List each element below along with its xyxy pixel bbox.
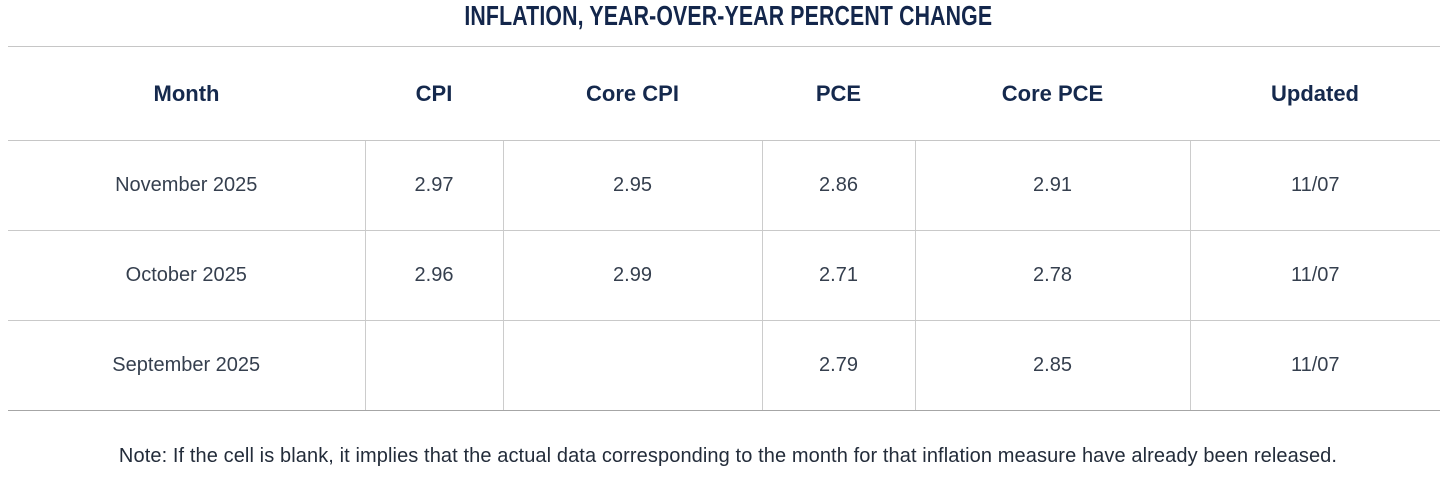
cpi-cell-blank bbox=[364, 320, 503, 411]
core-pce-cell: 2.91 bbox=[914, 140, 1190, 231]
page-title: INFLATION, YEAR-OVER-YEAR PERCENT CHANGE bbox=[464, 0, 992, 31]
core-pce-cell: 2.85 bbox=[914, 320, 1190, 411]
updated-cell: 11/07 bbox=[1189, 230, 1440, 321]
core-cpi-cell: 2.95 bbox=[502, 140, 762, 231]
title-row: INFLATION, YEAR-OVER-YEAR PERCENT CHANGE bbox=[0, 0, 1456, 46]
pce-cell: 2.79 bbox=[761, 320, 915, 411]
core-pce-cell: 2.78 bbox=[914, 230, 1190, 321]
table-row-november-2025: November 2025 2.97 2.95 2.86 2.91 11/07 bbox=[8, 140, 1440, 231]
table-row-september-2025: September 2025 2.79 2.85 11/07 bbox=[8, 320, 1440, 411]
table-row-october-2025: October 2025 2.96 2.99 2.71 2.78 11/07 bbox=[8, 230, 1440, 321]
column-header-month: Month bbox=[8, 46, 365, 141]
updated-cell: 11/07 bbox=[1189, 140, 1440, 231]
column-header-pce: PCE bbox=[762, 46, 915, 141]
cpi-cell: 2.96 bbox=[364, 230, 503, 321]
core-cpi-cell: 2.99 bbox=[502, 230, 762, 321]
updated-cell: 11/07 bbox=[1189, 320, 1440, 411]
column-header-core-cpi: Core CPI bbox=[503, 46, 762, 141]
column-header-updated: Updated bbox=[1190, 46, 1440, 141]
month-cell: November 2025 bbox=[8, 140, 365, 231]
header-row: Month CPI Core CPI PCE Core PCE Updated bbox=[8, 46, 1440, 141]
core-cpi-cell-blank bbox=[502, 320, 762, 411]
pce-cell: 2.71 bbox=[761, 230, 915, 321]
month-cell: October 2025 bbox=[8, 230, 365, 321]
inflation-table: Month CPI Core CPI PCE Core PCE Updated … bbox=[8, 46, 1440, 411]
cpi-cell: 2.97 bbox=[364, 140, 503, 231]
footnote-text: Note: If the cell is blank, it implies t… bbox=[118, 445, 1338, 467]
column-header-cpi: CPI bbox=[365, 46, 503, 141]
column-header-core-pce: Core PCE bbox=[915, 46, 1190, 141]
table-header: Month CPI Core CPI PCE Core PCE Updated bbox=[8, 46, 1440, 141]
pce-cell: 2.86 bbox=[761, 140, 915, 231]
table-body: November 2025 2.97 2.95 2.86 2.91 11/07 … bbox=[8, 140, 1440, 411]
month-cell: September 2025 bbox=[8, 320, 365, 411]
